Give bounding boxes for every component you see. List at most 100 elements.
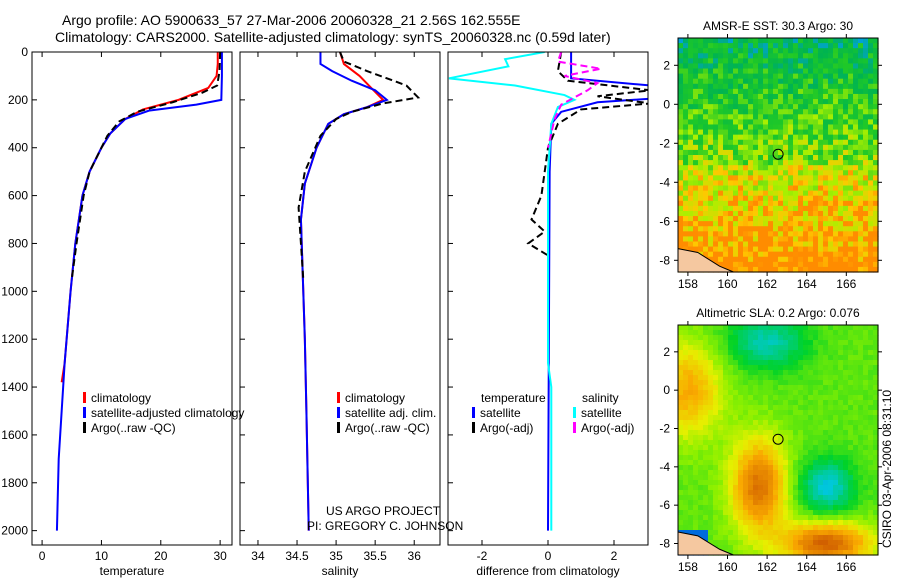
map-cell	[753, 445, 759, 451]
map-cell	[818, 63, 824, 70]
map-cell	[858, 78, 864, 85]
map-cell	[713, 185, 719, 192]
map-cell	[718, 460, 724, 466]
map-cell	[758, 53, 764, 59]
map-cell	[813, 63, 819, 70]
map-cell	[688, 490, 694, 496]
map-cell	[848, 144, 854, 151]
map-cell	[868, 345, 874, 351]
map-cell	[698, 139, 704, 146]
map-cell	[823, 78, 829, 85]
map-cell	[833, 180, 839, 187]
map-cell	[853, 390, 859, 396]
map-cell	[853, 410, 859, 416]
map-cell	[808, 231, 814, 237]
map-cell	[708, 335, 714, 341]
map-cell	[768, 83, 774, 90]
map-cell	[808, 78, 814, 85]
map-cell	[783, 355, 789, 361]
map-cell	[808, 53, 814, 59]
map-cell	[853, 134, 859, 141]
map-cell	[828, 63, 834, 70]
map-cell	[768, 231, 774, 237]
map-cell	[803, 241, 809, 248]
map-cell	[853, 465, 859, 471]
map-cell	[698, 114, 704, 120]
map-cell	[763, 58, 769, 65]
map-cell	[728, 53, 734, 59]
map-cell	[728, 525, 734, 531]
map-cell	[843, 455, 849, 461]
map-cell	[838, 535, 844, 541]
map-cell	[738, 470, 744, 476]
map-cell	[718, 440, 724, 446]
map-cell	[858, 360, 864, 366]
map-cell	[858, 345, 864, 351]
map-cell	[748, 365, 754, 371]
map-cell	[728, 405, 734, 411]
map-cell	[828, 221, 834, 227]
map-cell	[718, 88, 724, 95]
map-cell	[803, 385, 809, 391]
map-cell	[863, 63, 869, 70]
map-cell	[788, 550, 794, 556]
map-cell	[723, 165, 729, 171]
map-cell	[813, 335, 819, 341]
map-cell	[763, 170, 769, 176]
map-cell	[713, 475, 719, 481]
map-cell	[723, 139, 729, 146]
map-cell	[813, 390, 819, 396]
map-cell	[688, 58, 694, 65]
map-cell	[873, 350, 879, 356]
map-cell	[863, 355, 869, 361]
map-cell	[778, 545, 784, 551]
map-cell	[868, 99, 874, 105]
map-cell	[848, 550, 854, 556]
map-cell	[753, 410, 759, 416]
map-cell	[758, 380, 764, 386]
map-cell	[773, 256, 779, 263]
map-cell	[843, 129, 849, 136]
map-cell	[853, 470, 859, 476]
map-cell	[778, 53, 784, 59]
map-cell	[743, 450, 749, 456]
map-cell	[753, 380, 759, 386]
map-cell	[803, 68, 809, 75]
map-cell	[818, 165, 824, 171]
map-cell	[863, 104, 869, 110]
map-cell	[683, 365, 689, 371]
map-cell	[703, 445, 709, 451]
map-cell	[693, 470, 699, 476]
map-cell	[818, 231, 824, 237]
map-cell	[778, 395, 784, 401]
map-cell	[778, 370, 784, 376]
map-cell	[703, 325, 709, 331]
map-cell	[743, 355, 749, 361]
map-cell	[853, 520, 859, 526]
map-cell	[798, 129, 804, 136]
map-cell	[783, 170, 789, 176]
map-cell	[873, 510, 879, 516]
map-cell	[748, 99, 754, 105]
map-cell	[778, 430, 784, 436]
map-cell	[873, 226, 879, 232]
map-cell	[698, 190, 704, 197]
map-cell	[793, 525, 799, 531]
map-cell	[698, 385, 704, 391]
map-cell	[828, 53, 834, 59]
map-cell	[833, 540, 839, 546]
map-cell	[678, 88, 684, 95]
map-cell	[868, 53, 874, 59]
map-cell	[848, 58, 854, 65]
map-cell	[738, 535, 744, 541]
map-cell	[813, 93, 819, 100]
map-cell	[693, 221, 699, 227]
map-cell	[758, 345, 764, 351]
map-cell	[823, 505, 829, 511]
map-cell	[728, 530, 734, 536]
map-cell	[773, 540, 779, 546]
map-cell	[823, 241, 829, 248]
map-cell	[758, 73, 764, 80]
map-cell	[678, 450, 684, 456]
map-cell	[768, 165, 774, 171]
